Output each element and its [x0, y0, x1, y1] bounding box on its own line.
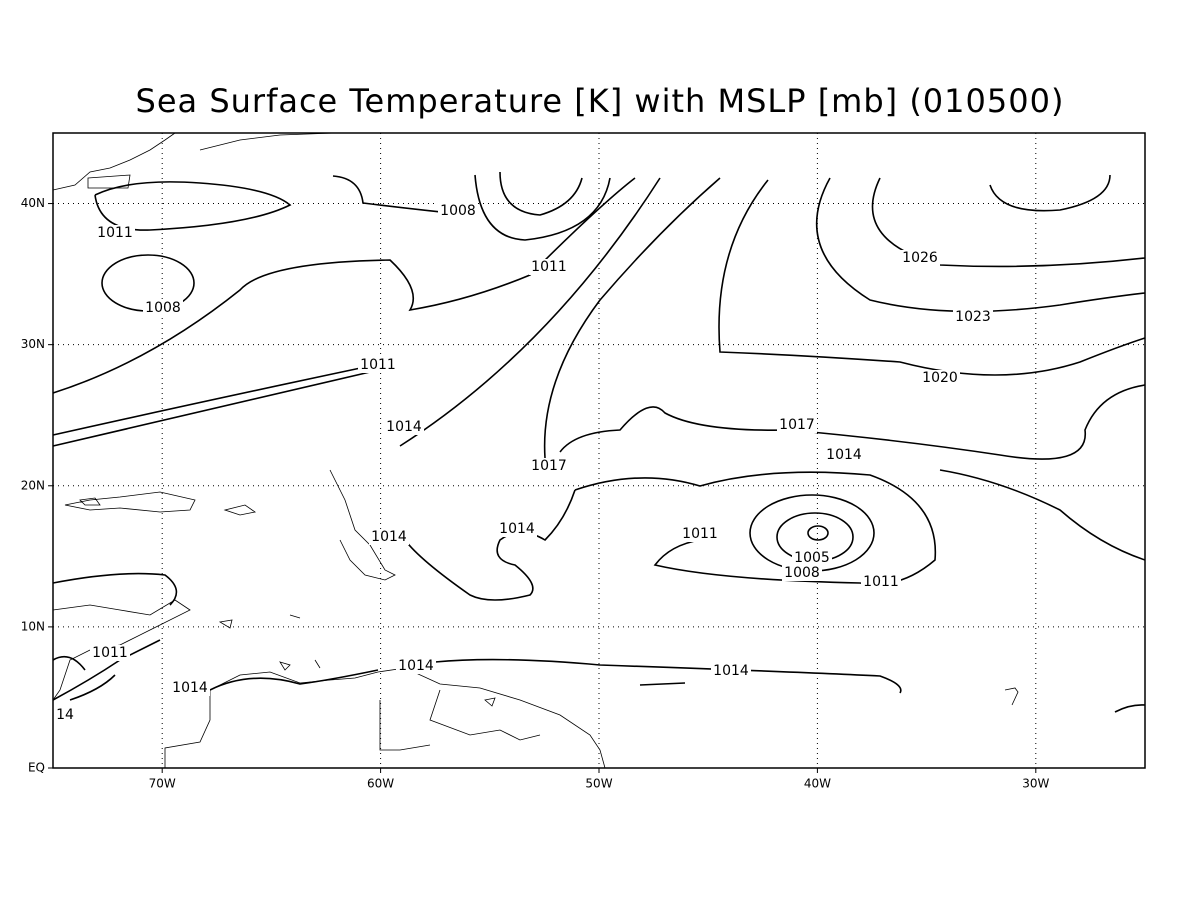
label-backdrop: [900, 250, 940, 266]
contour-label: 1017: [779, 417, 815, 433]
isobar: [939, 469, 1146, 561]
label-backdrop: [438, 203, 478, 219]
contour-label: 1011: [531, 259, 567, 275]
contour-label: 14: [56, 707, 74, 723]
isobar: [815, 177, 1146, 313]
isobar: [52, 639, 1146, 713]
label-backdrop: [680, 526, 720, 542]
contour-label: 1005: [794, 550, 830, 566]
contour-label: 1011: [682, 526, 718, 542]
coastline: [218, 614, 1019, 707]
contour-label: 1014: [386, 419, 422, 435]
label-backdrop: [529, 458, 569, 474]
label-backdrop: [95, 225, 135, 241]
label-backdrop: [384, 419, 424, 435]
map-title: Sea Surface Temperature [K] with MSLP [m…: [136, 82, 1065, 120]
contour-label: 1008: [440, 203, 476, 219]
contour-label: 1011: [863, 574, 899, 590]
isobar: [399, 177, 661, 447]
label-backdrop: [824, 447, 864, 463]
y-tick-label: 30N: [21, 337, 45, 351]
isobar: [543, 177, 1146, 460]
label-backdrop: [953, 309, 993, 325]
isobar: [434, 658, 902, 694]
isobar: [404, 489, 576, 601]
contour-label: 1008: [145, 300, 181, 316]
isobar: [94, 181, 292, 231]
isobar: [807, 525, 829, 541]
label-backdrop: [497, 521, 537, 537]
contour-label: 1014: [713, 663, 749, 679]
contour-label: 1017: [531, 458, 567, 474]
x-tick-label: 70W: [149, 777, 176, 791]
contour-label: 1011: [360, 357, 396, 373]
label-backdrop: [170, 680, 210, 696]
label-backdrop: [45, 707, 85, 723]
contour-label: 1008: [784, 565, 820, 581]
coastline: [164, 667, 606, 769]
label-backdrop: [358, 357, 398, 373]
y-tick-label: 20N: [21, 478, 45, 492]
contour-label: 1011: [92, 645, 128, 661]
coastline: [52, 469, 396, 701]
label-backdrop: [369, 529, 409, 545]
contour-label: 1014: [398, 658, 434, 674]
x-tick-label: 50W: [585, 777, 612, 791]
label-backdrop: [143, 300, 183, 316]
y-tick-label: EQ: [28, 761, 45, 775]
contour-label: 1014: [499, 521, 535, 537]
contour-label: 1014: [826, 447, 862, 463]
label-backdrop: [529, 259, 569, 275]
map-layer: 1011 1008 1008 1011 1026 1023 1011 1020 1014 1017…: [45, 132, 1146, 769]
isobar: [474, 174, 611, 241]
contour-label: 1026: [902, 250, 938, 266]
label-backdrop: [861, 574, 901, 590]
coastline: [52, 132, 336, 191]
contour-label: 1011: [97, 225, 133, 241]
x-tick-label: 40W: [804, 777, 831, 791]
isobar: [718, 179, 1146, 376]
contour-label: 1014: [371, 529, 407, 545]
y-tick-label: 10N: [21, 619, 45, 633]
label-backdrop: [792, 550, 832, 566]
label-backdrop: [90, 645, 130, 661]
isobar: [52, 365, 371, 447]
isobar: [574, 471, 937, 586]
contour-label: 1014: [172, 680, 208, 696]
coastline: [64, 491, 256, 516]
contour-label: 1020: [922, 370, 958, 386]
isobar: [52, 572, 379, 691]
contour-label: 1023: [955, 309, 991, 325]
x-tick-label: 60W: [367, 777, 394, 791]
x-tick-label: 30W: [1022, 777, 1049, 791]
label-backdrop: [782, 565, 822, 581]
coastlines: [52, 132, 1019, 769]
label-backdrop: [711, 663, 751, 679]
isobar: [871, 174, 1146, 268]
isobar: [52, 177, 636, 394]
label-backdrop: [777, 417, 817, 433]
label-backdrop: [920, 370, 960, 386]
label-backdrop: [396, 658, 436, 674]
y-tick-label: 40N: [21, 196, 45, 210]
